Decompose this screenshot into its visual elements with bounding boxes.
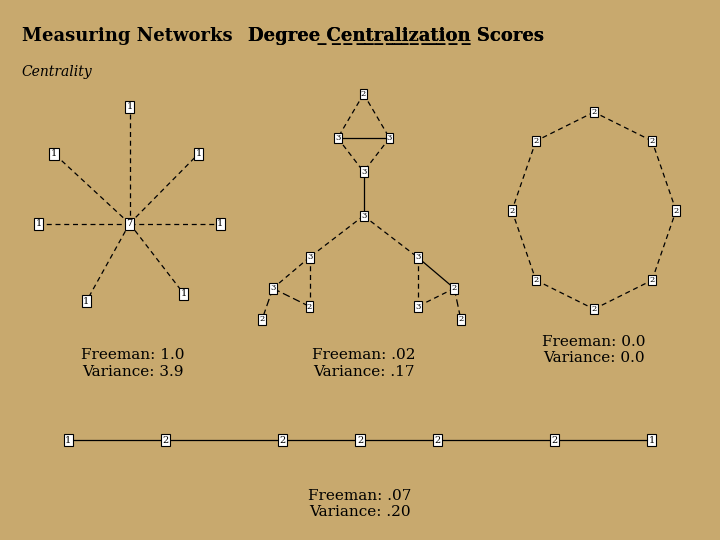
Text: Centrality: Centrality (22, 65, 92, 79)
Text: 1: 1 (51, 149, 57, 158)
Text: 2: 2 (361, 90, 366, 98)
Text: 2: 2 (673, 207, 679, 214)
Text: 2: 2 (649, 276, 654, 284)
Text: 1: 1 (181, 289, 186, 298)
Text: 3: 3 (307, 253, 312, 261)
Text: 1: 1 (217, 219, 223, 228)
Text: 2: 2 (509, 207, 515, 214)
Text: 3: 3 (415, 302, 420, 310)
Text: 2: 2 (591, 305, 597, 313)
Text: 2: 2 (649, 137, 654, 145)
Text: Freeman: 1.0
Variance: 3.9: Freeman: 1.0 Variance: 3.9 (81, 348, 185, 379)
Text: 3: 3 (335, 134, 341, 142)
Text: 2: 2 (534, 276, 539, 284)
Text: 1: 1 (196, 149, 202, 158)
Text: 1: 1 (127, 103, 132, 111)
Text: 2: 2 (458, 315, 464, 323)
Text: 2: 2 (259, 315, 265, 323)
Text: Freeman: .02
Variance: .17: Freeman: .02 Variance: .17 (312, 348, 415, 379)
Text: Freeman: .07
Variance: .20: Freeman: .07 Variance: .20 (308, 489, 412, 519)
Text: 1: 1 (36, 219, 42, 228)
Text: 2: 2 (591, 108, 597, 116)
Text: 1: 1 (649, 436, 654, 444)
Text: 2: 2 (552, 436, 557, 444)
Text: 7: 7 (127, 219, 132, 228)
Text: Freeman: 0.0
Variance: 0.0: Freeman: 0.0 Variance: 0.0 (542, 335, 646, 365)
Text: 3: 3 (270, 285, 276, 292)
Text: 2: 2 (435, 436, 441, 444)
Text: 1: 1 (84, 297, 89, 306)
Text: 3: 3 (387, 134, 392, 142)
Text: Degree Centralization Scores: Degree Centralization Scores (248, 27, 544, 45)
Text: 3: 3 (415, 253, 420, 261)
Text: 2: 2 (357, 436, 363, 444)
Text: 3: 3 (361, 168, 366, 176)
Text: 2: 2 (163, 436, 168, 444)
Text: Measuring Networks: Measuring Networks (22, 27, 233, 45)
Text: 2: 2 (307, 302, 312, 310)
Text: Degree ̲C̲e̲n̲t̲r̲a̲l̲i̲z̲a̲t̲i̲o̲n̲ Scores: Degree ̲C̲e̲n̲t̲r̲a̲l̲i̲z̲a̲t̲i̲o̲n̲ Sco… (248, 27, 544, 45)
Text: 2: 2 (534, 137, 539, 145)
Text: 2: 2 (451, 285, 457, 292)
Text: 3: 3 (361, 212, 366, 220)
Text: 2: 2 (279, 436, 285, 444)
Text: 1: 1 (66, 436, 71, 444)
